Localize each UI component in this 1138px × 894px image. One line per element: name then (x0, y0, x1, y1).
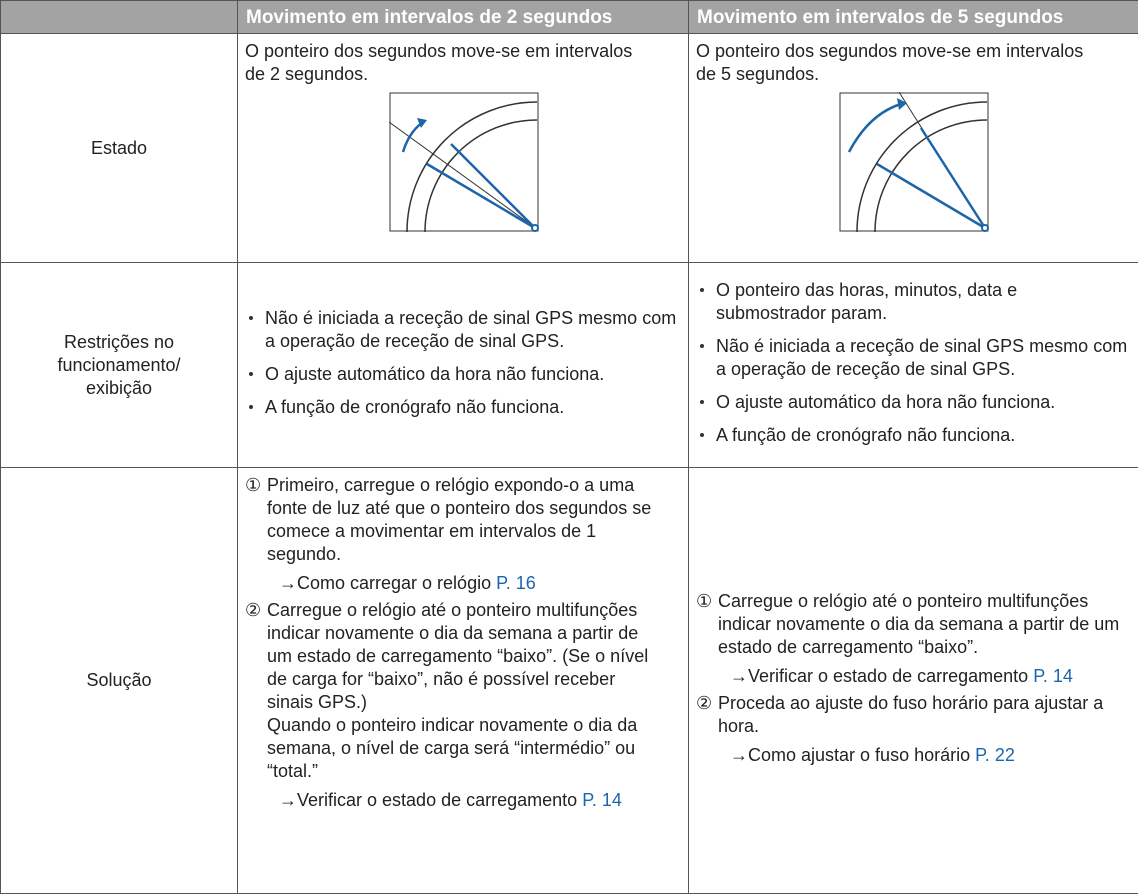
reference: →Verificar o estado de carregamento P. 1… (718, 665, 1124, 688)
header-row: Movimento em intervalos de 2 segundos Mo… (1, 1, 1138, 34)
row: Estado O ponteiro dos segundos move-se e… (1, 34, 1138, 263)
ref-arrow: → (730, 665, 748, 688)
ref-text: Verificar o estado de carregamento P. 14 (297, 789, 622, 812)
dial-inner (425, 120, 537, 232)
dial-illustration (389, 92, 539, 232)
bullet-item: A função de cronógrafo não funciona. (696, 424, 1132, 447)
dial-illustration (839, 92, 989, 232)
step: ② Proceda ao ajuste do fuso horário para … (696, 692, 1124, 767)
ref-arrow: → (279, 572, 297, 595)
bullet-item: O ponteiro das horas, minutos, data e su… (696, 279, 1132, 325)
page-link[interactable]: P. 22 (975, 745, 1015, 765)
row: Restrições no funcionamento/ exibição Nã… (1, 263, 1138, 468)
row-label: Estado (1, 34, 238, 263)
hand (877, 164, 985, 228)
ref-label: Verificar o estado de carregamento (748, 666, 1028, 686)
ref-arrow: → (279, 789, 297, 812)
step-marker: ② (696, 692, 712, 715)
step-text: Carregue o relógio até o ponteiro multif… (267, 599, 658, 714)
row-label: Restrições no funcionamento/ exibição (1, 263, 238, 468)
bullet-item: A função de cronógrafo não funciona. (245, 396, 682, 419)
step-marker: ① (696, 590, 712, 613)
bullet-item: O ajuste automático da hora não funciona… (696, 391, 1132, 414)
cell: O ponteiro das horas, minutos, data e su… (689, 263, 1138, 468)
page-link[interactable]: P. 14 (582, 790, 622, 810)
ref-arrow: → (730, 744, 748, 767)
row: Solução ① Primeiro, carregue o relógio ex… (1, 468, 1138, 894)
ref-label: Como ajustar o fuso horário (748, 745, 970, 765)
arrow (849, 104, 901, 152)
ref-text: Verificar o estado de carregamento P. 14 (748, 665, 1073, 688)
ref-text: Como carregar o relógio P. 16 (297, 572, 536, 595)
cell-text: O ponteiro dos segundos move-se em inter… (696, 40, 1096, 86)
ref-label: Verificar o estado de carregamento (297, 790, 577, 810)
pivot (532, 225, 538, 231)
header-corner (1, 1, 238, 34)
step-note: Quando o ponteiro indicar novamente o di… (267, 714, 658, 783)
cell-text: O ponteiro dos segundos move-se em inter… (245, 40, 645, 86)
step-text: Primeiro, carregue o relógio expondo-o a… (267, 474, 658, 566)
cell: ① Carregue o relógio até o ponteiro multi… (689, 468, 1138, 894)
cell: O ponteiro dos segundos move-se em inter… (689, 34, 1138, 263)
bullet-item: O ajuste automático da hora não funciona… (245, 363, 682, 386)
tick-line (389, 122, 534, 227)
header-cell: Movimento em intervalos de 5 segundos (689, 1, 1138, 34)
ref-label: Como carregar o relógio (297, 573, 491, 593)
step-marker: ① (245, 474, 261, 497)
dial-inner (875, 120, 987, 232)
step-text: Carregue o relógio até o ponteiro multif… (718, 590, 1124, 659)
ref-text: Como ajustar o fuso horário P. 22 (748, 744, 1015, 767)
cell: O ponteiro dos segundos move-se em inter… (238, 34, 689, 263)
page-link[interactable]: P. 16 (496, 573, 536, 593)
cell: ① Primeiro, carregue o relógio expondo-o … (238, 468, 689, 894)
header-cell: Movimento em intervalos de 2 segundos (238, 1, 689, 34)
label-text: Restrições no funcionamento/ exibição (44, 331, 194, 400)
step-text: Proceda ao ajuste do fuso horário para a… (718, 692, 1124, 738)
pivot (982, 225, 988, 231)
step-marker: ② (245, 599, 261, 622)
step: ① Primeiro, carregue o relógio expondo-o … (245, 474, 658, 595)
cell: Não é iniciada a receção de sinal GPS me… (238, 263, 689, 468)
reference: →Como carregar o relógio P. 16 (267, 572, 658, 595)
bullet-item: Não é iniciada a receção de sinal GPS me… (245, 307, 682, 353)
frame (840, 93, 988, 231)
reference: →Verificar o estado de carregamento P. 1… (267, 789, 658, 812)
reference: →Como ajustar o fuso horário P. 22 (718, 744, 1124, 767)
hand (921, 128, 985, 228)
bullet-item: Não é iniciada a receção de sinal GPS me… (696, 335, 1132, 381)
arrow (403, 122, 423, 152)
step: ① Carregue o relógio até o ponteiro multi… (696, 590, 1124, 688)
step: ② Carregue o relógio até o ponteiro multi… (245, 599, 658, 812)
page-link[interactable]: P. 14 (1033, 666, 1073, 686)
arrow-head (897, 98, 907, 110)
row-label: Solução (1, 468, 238, 894)
